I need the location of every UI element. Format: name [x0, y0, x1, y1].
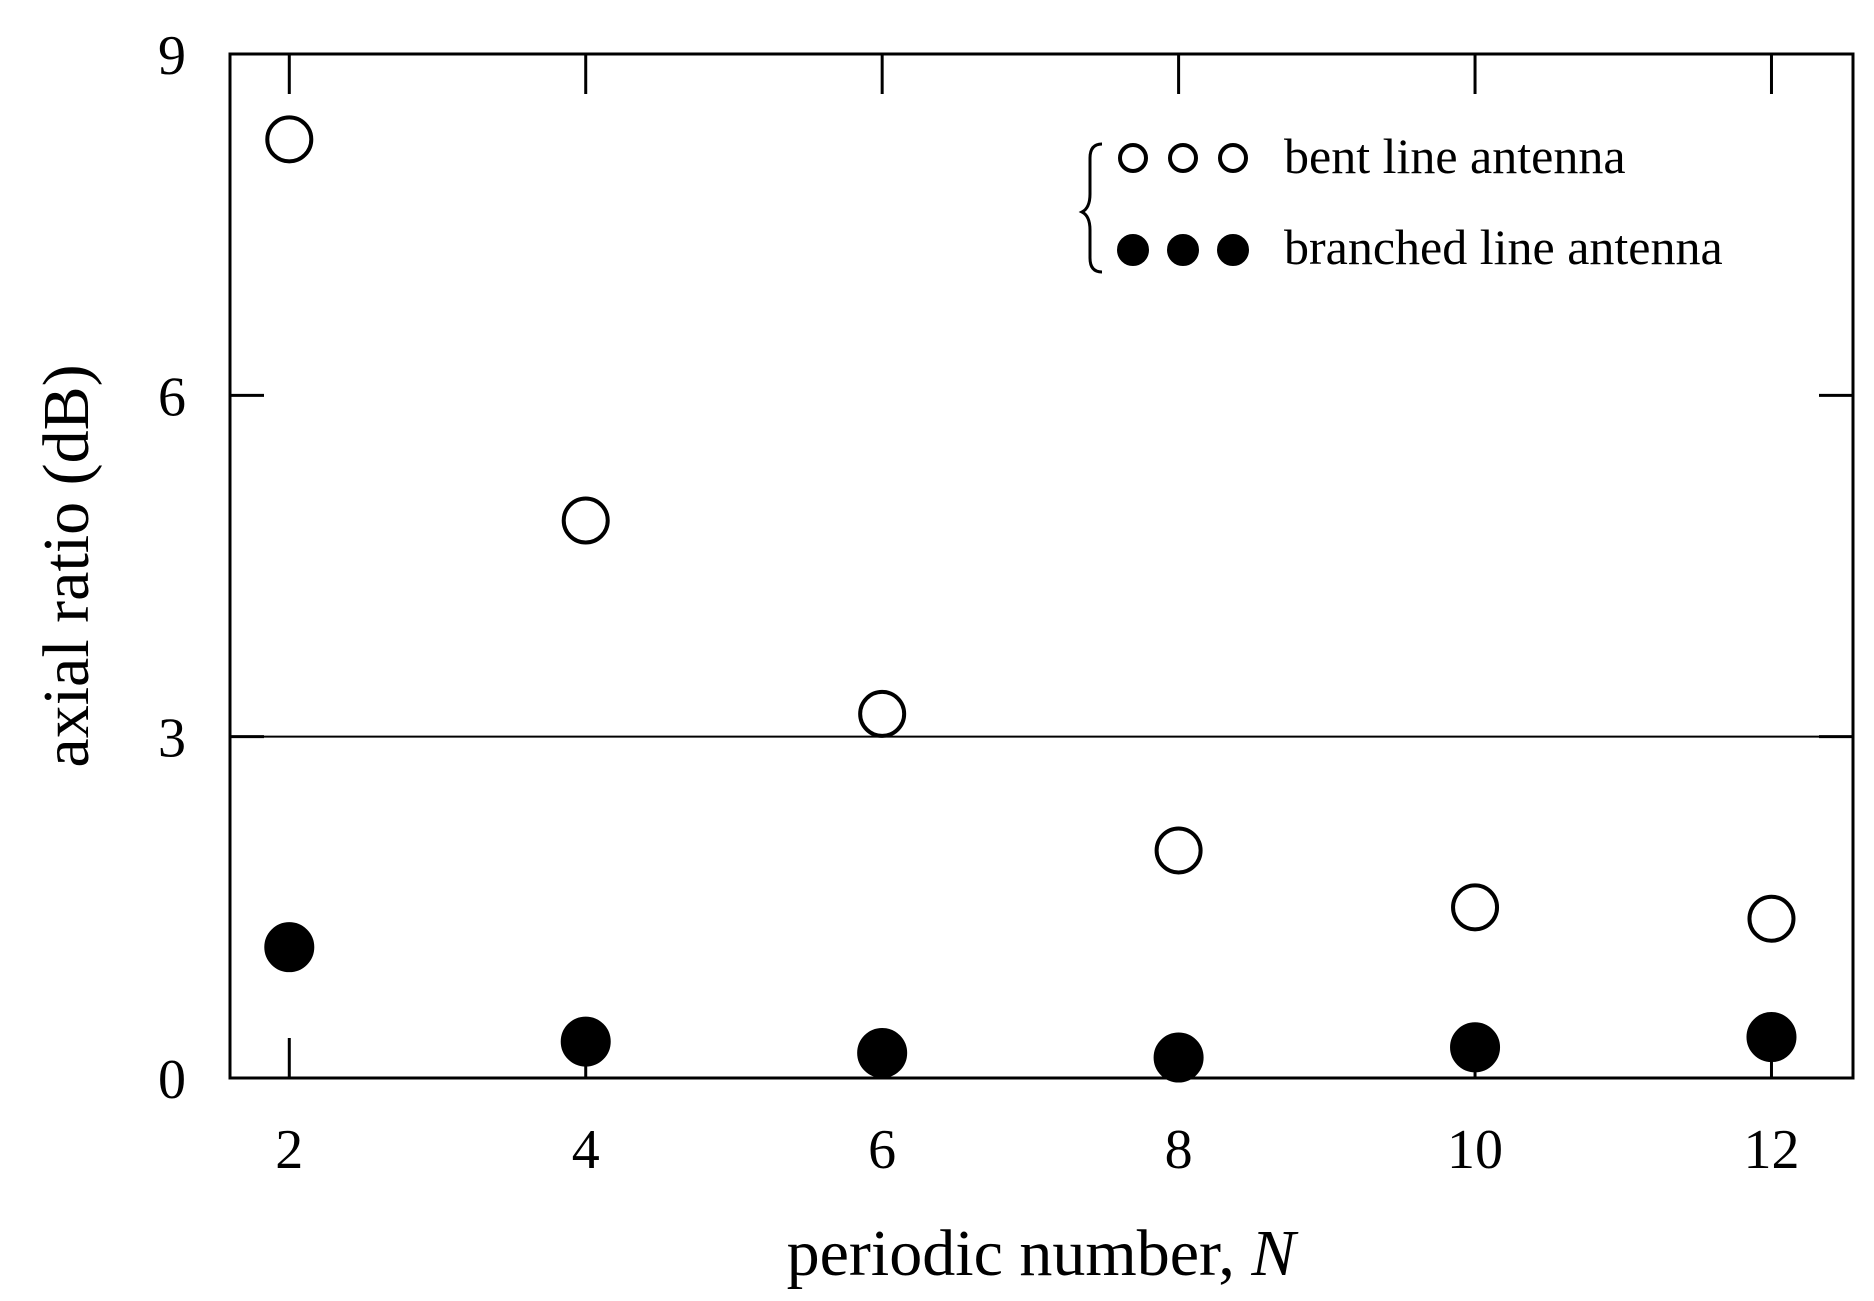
legend-label-branched-line: branched line antenna: [1284, 219, 1723, 275]
legend-marker-bent: [1168, 143, 1198, 173]
branched-line-point: [1746, 1012, 1797, 1063]
x-axis-title-text: periodic number,: [787, 1217, 1252, 1290]
bent-line-point: [1154, 826, 1203, 875]
legend-marker-bent: [1118, 143, 1148, 173]
y-tick-label: 0: [158, 1049, 186, 1111]
legend-markers: [1117, 143, 1249, 266]
tick-labels: 2 4 6 8 10 12 0 3 6 9: [158, 25, 1799, 1181]
x-tick-label: 4: [572, 1119, 600, 1181]
x-axis-title-variable: N: [1250, 1217, 1299, 1290]
legend-marker-branched: [1217, 234, 1249, 266]
branched-line-point: [1450, 1022, 1501, 1073]
bent-line-point: [858, 689, 907, 738]
axis-ticks: [230, 52, 1853, 1080]
x-tick-label: 12: [1743, 1119, 1799, 1181]
y-axis-title: axial ratio (dB): [30, 364, 103, 767]
x-tick-label: 6: [868, 1119, 896, 1181]
bent-line-point: [1451, 883, 1500, 932]
legend: bent line antenna branched line antenna: [1078, 128, 1723, 275]
bent-line-point: [1747, 894, 1796, 943]
legend-marker-branched: [1117, 234, 1149, 266]
legend-label-bent-line: bent line antenna: [1284, 128, 1626, 184]
x-tick-label: 2: [275, 1119, 303, 1181]
branched-line-point: [857, 1027, 908, 1078]
y-tick-label: 9: [158, 25, 186, 87]
bent-line-point: [265, 115, 314, 164]
x-tick-label: 8: [1165, 1119, 1193, 1181]
branched-line-point: [264, 922, 315, 973]
plot-frame: [228, 52, 1855, 1080]
bent-line-point: [561, 496, 610, 545]
y-tick-label: 3: [158, 708, 186, 770]
x-tick-label: 10: [1447, 1119, 1503, 1181]
legend-marker-branched: [1167, 234, 1199, 266]
data-points: [264, 115, 1797, 1083]
branched-line-point: [1153, 1032, 1204, 1083]
legend-marker-bent: [1218, 143, 1248, 173]
legend-brace: [1078, 142, 1103, 274]
branched-line-point: [560, 1016, 611, 1067]
x-axis-title: periodic number, N: [787, 1217, 1300, 1290]
y-tick-label: 6: [158, 366, 186, 428]
